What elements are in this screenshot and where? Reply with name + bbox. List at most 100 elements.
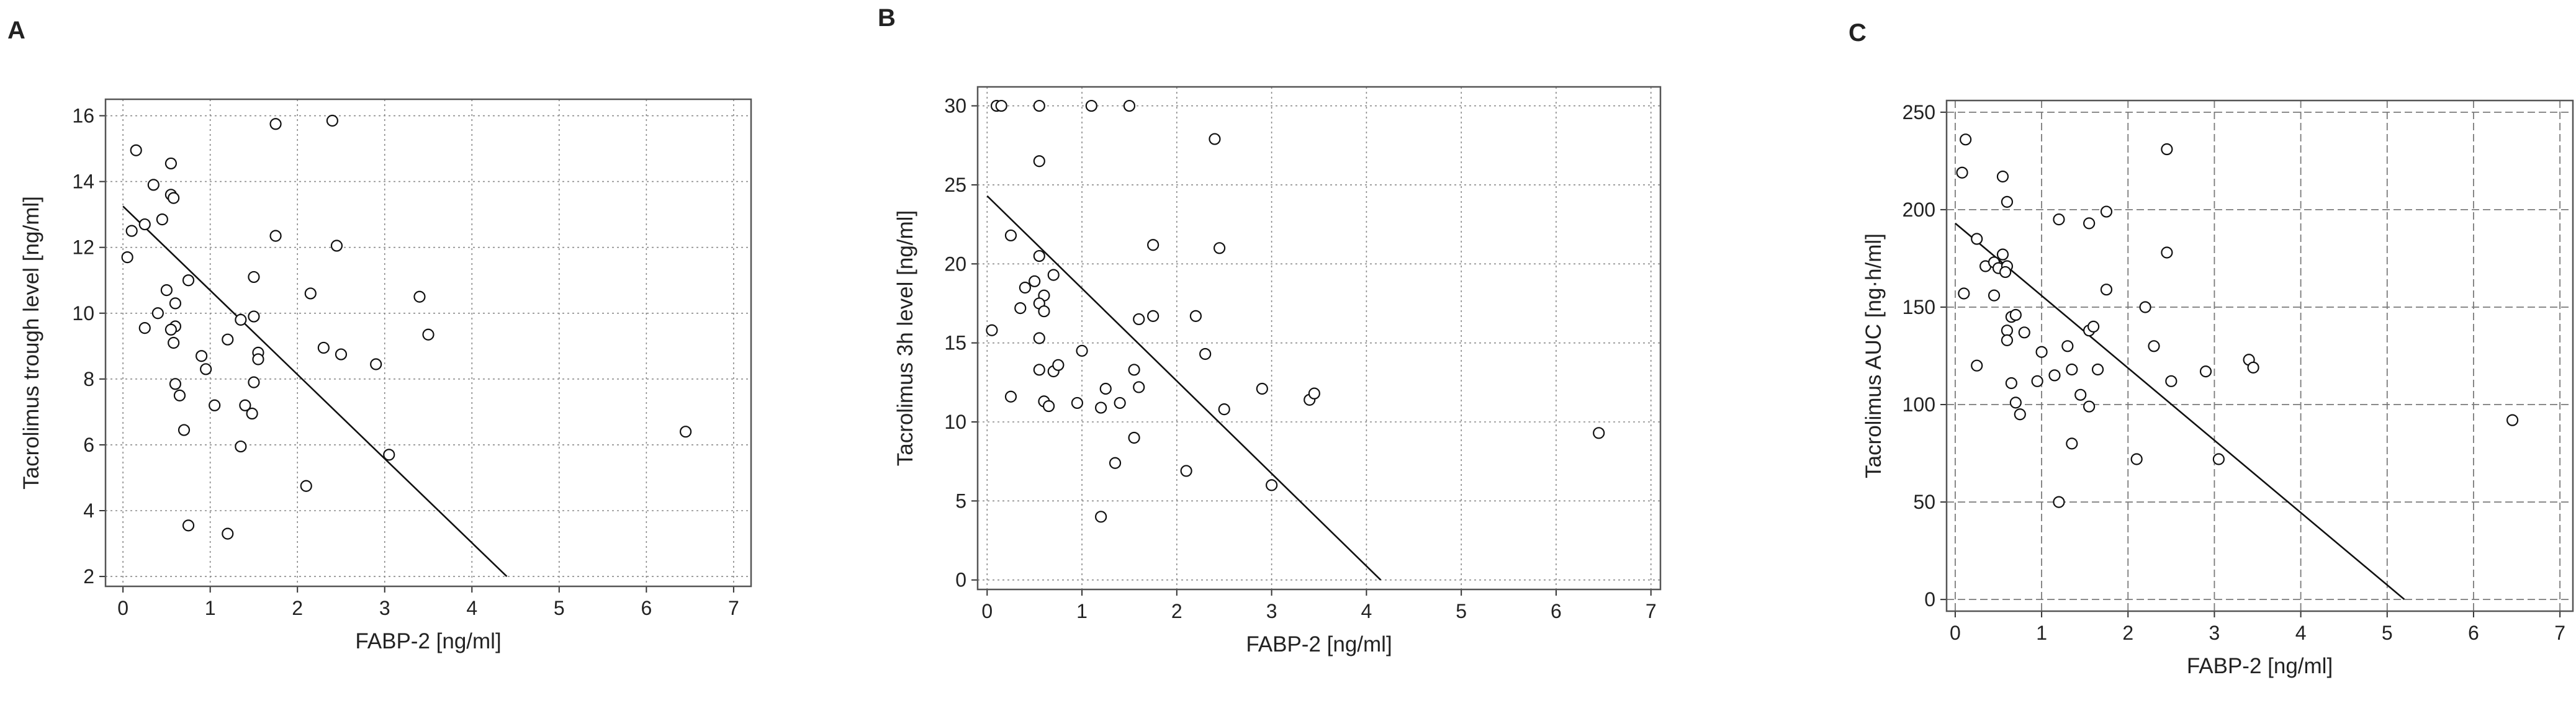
y-tick-label: 6 (83, 434, 94, 456)
data-point (2091, 363, 2104, 376)
y-tick-label: 150 (1903, 296, 1935, 318)
regression-line (1955, 222, 2405, 601)
data-point (125, 225, 138, 237)
data-point (1042, 400, 1055, 413)
data-point (147, 179, 160, 191)
x-axis-title: FABP-2 [ng/ml] (1246, 632, 1392, 656)
data-point (2247, 361, 2259, 374)
y-tick-label: 5 (955, 490, 966, 512)
data-point (1014, 302, 1027, 315)
data-point (1095, 401, 1107, 414)
data-point (2199, 365, 2212, 378)
y-tick-label: 0 (1924, 588, 1935, 611)
data-point (1996, 170, 2009, 183)
data-point (1971, 233, 1983, 245)
data-point (200, 363, 212, 375)
data-point (130, 144, 142, 156)
data-point (1256, 382, 1268, 395)
data-point (164, 157, 178, 170)
data-point (269, 230, 282, 242)
data-point (2035, 346, 2048, 358)
data-point (168, 336, 180, 349)
y-tick-label: 14 (72, 171, 94, 193)
data-point (2506, 414, 2519, 426)
data-point (1133, 313, 1145, 326)
data-point (222, 333, 234, 346)
x-tick-label: 4 (466, 597, 477, 619)
data-point (2031, 375, 2043, 387)
data-point (235, 313, 247, 326)
data-point (2009, 396, 2022, 409)
chart-panel-c: C 0 1 2 3 4 5 6 7 0 50 100 150 200 250 FABP-2 [ng/ml] Ta… (1849, 19, 2574, 678)
data-point (2083, 217, 2096, 230)
data-point (1033, 364, 1045, 376)
data-point (164, 323, 178, 336)
data-point (269, 118, 282, 130)
data-point (169, 297, 182, 310)
data-point (2053, 213, 2065, 226)
data-point (2148, 340, 2160, 352)
data-point (1209, 133, 1221, 145)
data-point (138, 218, 151, 231)
data-point (2074, 388, 2087, 401)
data-point (1029, 275, 1041, 287)
data-point (169, 378, 182, 390)
data-point (1147, 239, 1160, 251)
data-point (2100, 284, 2113, 296)
data-point (195, 350, 208, 362)
data-point (317, 341, 330, 354)
data-point (2061, 340, 2074, 352)
data-point (413, 290, 426, 303)
data-point (335, 348, 348, 360)
regression-line (986, 195, 1382, 581)
data-point (1593, 427, 1605, 439)
data-point (1971, 359, 1983, 372)
data-point (1109, 457, 1122, 469)
y-tick-label: 16 (72, 105, 94, 127)
data-point (1996, 248, 2009, 261)
x-tick-label: 2 (2122, 622, 2133, 644)
plot-frame (976, 86, 1662, 591)
chart-panel-b: B 0 1 2 3 4 5 6 7 0 5 10 15 20 25 30 FABP-2 [ng/ml] Tacro… (878, 4, 1662, 656)
data-point (248, 271, 260, 284)
data-point (1960, 133, 1972, 146)
data-point (2001, 195, 2014, 208)
data-point (1085, 99, 1097, 112)
x-tick-label: 2 (1171, 600, 1182, 622)
x-tick-label: 5 (1456, 600, 1467, 622)
data-point (1128, 364, 1140, 376)
data-point (2001, 334, 2014, 346)
data-point (2053, 496, 2065, 508)
x-tick-label: 7 (2554, 622, 2565, 644)
x-tick-label: 7 (1646, 600, 1657, 622)
data-point (2083, 400, 2096, 413)
x-tick-label: 0 (117, 597, 128, 619)
data-point (422, 328, 435, 341)
data-point (2005, 377, 2017, 390)
x-axis-title: FABP-2 [ng/ml] (2187, 654, 2333, 678)
data-point (1147, 310, 1160, 322)
data-point (2066, 363, 2078, 376)
data-point (995, 99, 1007, 112)
data-point (248, 376, 260, 388)
data-point (1033, 249, 1045, 262)
data-point (246, 407, 258, 420)
y-tick-label: 0 (955, 569, 966, 591)
panel-letter: C (1849, 19, 1867, 47)
plot-frame (1945, 99, 2574, 612)
y-tick-label: 8 (83, 368, 94, 390)
y-tick-label: 50 (1913, 491, 1935, 513)
data-point (182, 519, 195, 532)
plot-frame (104, 98, 752, 588)
x-tick-label: 5 (554, 597, 565, 619)
y-tick-label: 200 (1903, 199, 1935, 221)
data-point (330, 240, 343, 252)
x-tick-label: 2 (292, 597, 303, 619)
data-point (2161, 143, 2173, 156)
data-point (1019, 281, 1031, 294)
x-tick-label: 0 (1950, 622, 1961, 644)
data-point (1308, 387, 1320, 400)
data-point (1218, 403, 1230, 416)
